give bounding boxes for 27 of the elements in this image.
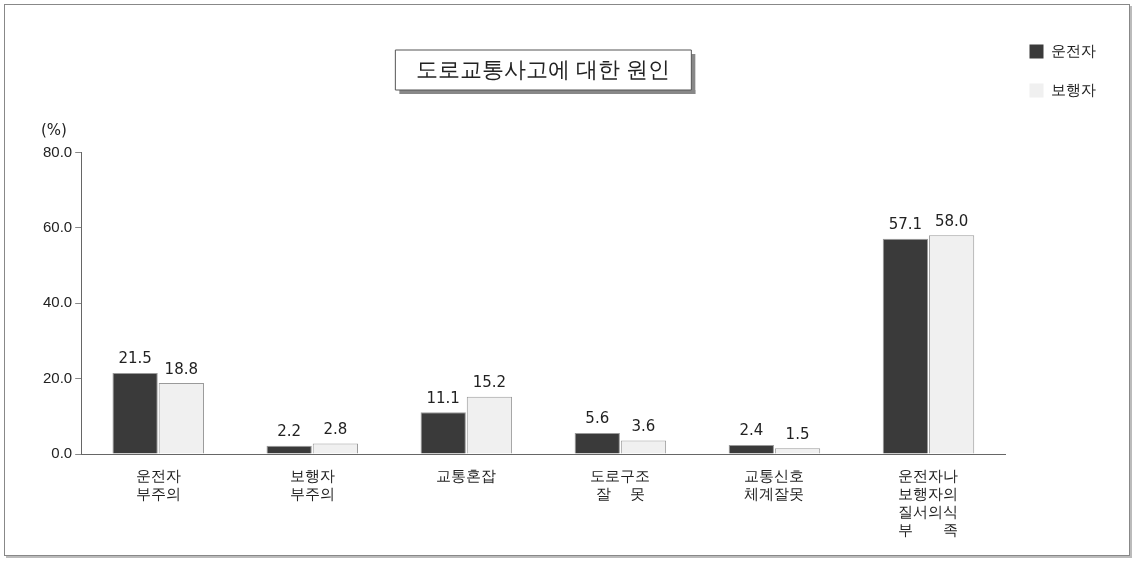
y-tick-label: 60.0	[42, 217, 73, 235]
y-tick-label: 20.0	[42, 368, 73, 386]
data-label: 15.2	[472, 373, 507, 392]
data-label: 3.6	[631, 416, 656, 435]
data-label: 2.8	[323, 419, 348, 438]
data-label: 2.4	[739, 421, 764, 440]
x-tick-label: 운전자 부주의	[135, 467, 181, 503]
x-tick-label: 도로구조 잘 못	[590, 467, 651, 503]
data-label: 5.6	[585, 409, 610, 428]
x-tick-label: 보행자 부주의	[289, 467, 335, 503]
y-tick-label: 40.0	[42, 293, 73, 311]
data-label: 11.1	[426, 388, 460, 407]
data-label: 1.5	[785, 424, 810, 443]
data-label: 57.1	[888, 215, 923, 234]
y-tick-label: 0.0	[51, 444, 73, 462]
y-tick-label: 80.0	[42, 142, 73, 160]
y-axis-title: (%)	[41, 120, 67, 139]
data-label: 58.0	[934, 211, 969, 230]
legend-label: 운전자	[1051, 41, 1096, 59]
x-tick-label: 교통신호 체계잘못	[744, 467, 805, 503]
x-tick-label: 운전자나 보행자의 질서의식 부 족	[898, 467, 959, 539]
data-label: 21.5	[118, 349, 152, 368]
chart-title: 도로교통사고에 대한 원인	[416, 57, 671, 83]
x-tick-label: 교통혼잡	[436, 467, 497, 485]
data-label: 2.2	[277, 422, 302, 441]
legend-label: 보행자	[1051, 80, 1096, 98]
data-label: 18.8	[164, 359, 199, 378]
